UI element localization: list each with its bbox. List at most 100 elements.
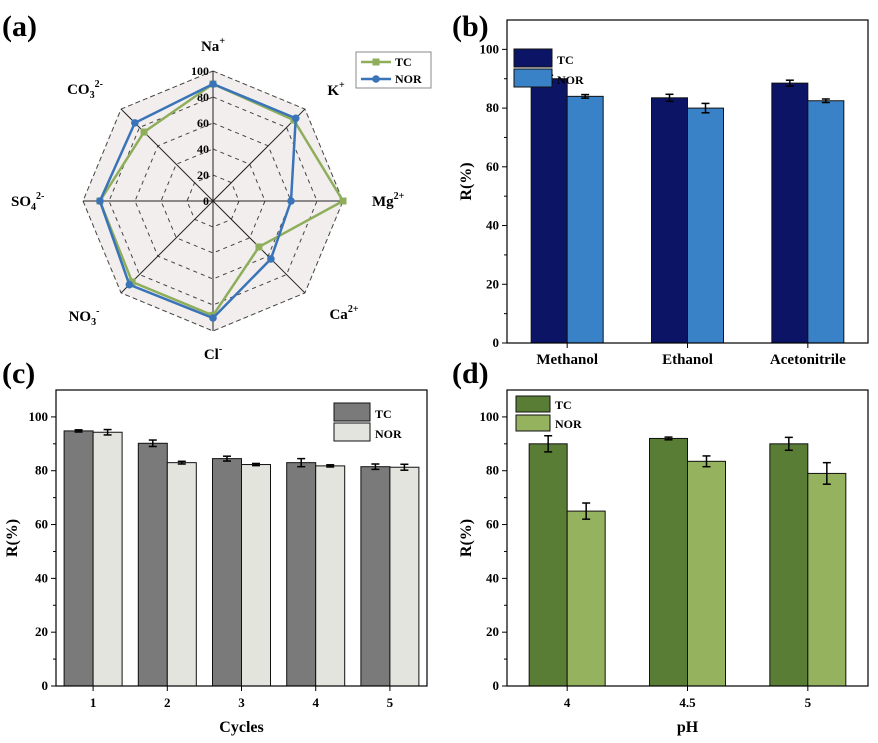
y-tick-label: 60 xyxy=(486,517,499,532)
y-tick-label: 80 xyxy=(486,463,499,478)
y-tick-label: 100 xyxy=(480,409,500,424)
radar-axis-label: SO42- xyxy=(11,191,44,213)
radar-legend-box xyxy=(355,51,432,89)
x-tick-label: Ethanol xyxy=(662,352,713,368)
radar-point-nor xyxy=(267,255,275,263)
bar-nor xyxy=(687,460,726,687)
y-tick-label: 0 xyxy=(493,335,500,350)
radar-point-tc xyxy=(255,243,263,251)
bar-tc xyxy=(63,430,94,687)
y-tick-label: 100 xyxy=(29,409,49,424)
panel-label-a: (a) xyxy=(2,10,37,43)
x-tick-label: 5 xyxy=(387,695,394,710)
bar-chart-b: Methanol Ethanol Acetonitrile 0 20 40 60 80 100 R… xyxy=(458,19,869,368)
x-tick-label: 2 xyxy=(164,695,171,710)
legend-swatch xyxy=(513,48,553,68)
x-tick-label: Acetonitrile xyxy=(770,352,846,368)
radar-tick-label: 60 xyxy=(197,116,209,130)
y-axis-label: R(%) xyxy=(458,162,475,200)
bar-nor xyxy=(807,100,845,344)
bar-tc xyxy=(769,443,809,687)
bar-tc xyxy=(528,443,568,687)
radar-ring xyxy=(108,96,318,306)
radar-axis-label: Na+ xyxy=(201,36,225,55)
y-tick-label: 60 xyxy=(35,517,48,532)
radar-point-tc xyxy=(128,278,136,286)
y-axis-label: R(%) xyxy=(458,519,475,557)
y-tick-label: 100 xyxy=(480,41,500,56)
radar-point-nor xyxy=(96,197,104,205)
bar-tc xyxy=(212,458,242,687)
y-tick-label: 80 xyxy=(35,463,48,478)
plot-frame xyxy=(506,19,869,344)
legend-swatch xyxy=(515,414,551,432)
legend-swatch xyxy=(333,402,371,422)
y-tick-label: 20 xyxy=(486,624,499,639)
radar-point-nor xyxy=(209,80,217,88)
y-tick-label: 40 xyxy=(486,218,499,233)
y-tick-label: 40 xyxy=(35,570,48,585)
legend-label: TC xyxy=(557,53,574,67)
radar-axis-label: K+ xyxy=(327,80,345,99)
radar-ring xyxy=(160,148,266,254)
radar-point-tc xyxy=(140,128,148,136)
y-tick-label: 0 xyxy=(493,678,500,693)
bar-chart-c: 1 2 3 4 5 0 20 40 60 80 100 R(%) Cycles TC NOR xyxy=(4,389,428,736)
legend-swatch xyxy=(513,68,553,88)
radar-ring xyxy=(186,174,240,228)
radar-point-nor xyxy=(131,119,139,127)
radar-legend-marker xyxy=(372,58,380,66)
bar-nor xyxy=(166,462,197,687)
x-tick-label: Methanol xyxy=(536,352,598,368)
radar-legend-label: TC xyxy=(395,55,412,69)
radar-spoke xyxy=(120,200,214,294)
radar-axis-label: Mg2+ xyxy=(372,191,405,210)
y-tick-label: 20 xyxy=(35,624,48,639)
x-axis-label: Cycles xyxy=(219,719,263,736)
radar-legend-marker xyxy=(372,75,380,83)
x-axis-label: pH xyxy=(677,719,699,736)
bar-nor xyxy=(315,465,346,687)
bar-tc xyxy=(286,462,317,687)
bar-nor xyxy=(92,431,123,687)
radar-spoke xyxy=(212,108,306,202)
bar-tc xyxy=(360,466,391,687)
radar-point-nor xyxy=(291,114,300,123)
y-axis-label: R(%) xyxy=(4,519,21,557)
bar-nor xyxy=(566,510,606,687)
x-tick-label: 4.5 xyxy=(679,695,696,710)
radar-axis-label: NO3- xyxy=(69,306,100,328)
radar-point-nor xyxy=(209,314,217,322)
radar-point-nor xyxy=(125,280,134,289)
radar-tick-label: 0 xyxy=(203,194,209,208)
radar-axis-label: Cl- xyxy=(204,344,222,363)
radar-tick-label: 100 xyxy=(191,64,209,78)
radar-point-nor xyxy=(287,197,295,205)
legend-label: NOR xyxy=(557,73,584,87)
bar-nor xyxy=(687,107,724,344)
bar-tc xyxy=(137,442,168,687)
panel-label-b: (b) xyxy=(452,10,489,43)
bar-tc xyxy=(530,78,568,344)
radar-axis-label: CO32- xyxy=(67,79,103,101)
legend-swatch xyxy=(333,422,371,442)
y-tick-label: 20 xyxy=(486,276,499,291)
radar-ring xyxy=(82,70,344,332)
legend-label: NOR xyxy=(555,417,582,431)
bar-tc xyxy=(651,97,688,344)
bar-nor xyxy=(807,472,847,687)
x-tick-label: 4 xyxy=(564,695,571,710)
bar-tc xyxy=(649,437,688,687)
bar-nor xyxy=(389,466,420,687)
x-tick-label: 1 xyxy=(90,695,97,710)
y-tick-label: 0 xyxy=(42,678,49,693)
plot-frame xyxy=(506,389,869,687)
y-tick-label: 60 xyxy=(486,159,499,174)
radar-tick-label: 20 xyxy=(197,168,209,182)
plot-frame xyxy=(55,389,428,687)
x-tick-label: 5 xyxy=(805,695,812,710)
legend-swatch xyxy=(515,395,551,413)
panel-label-d: (d) xyxy=(452,357,489,390)
bar-chart-d: 4 4.5 5 0 20 40 60 80 100 R(%) pH TC NOR xyxy=(458,389,869,736)
